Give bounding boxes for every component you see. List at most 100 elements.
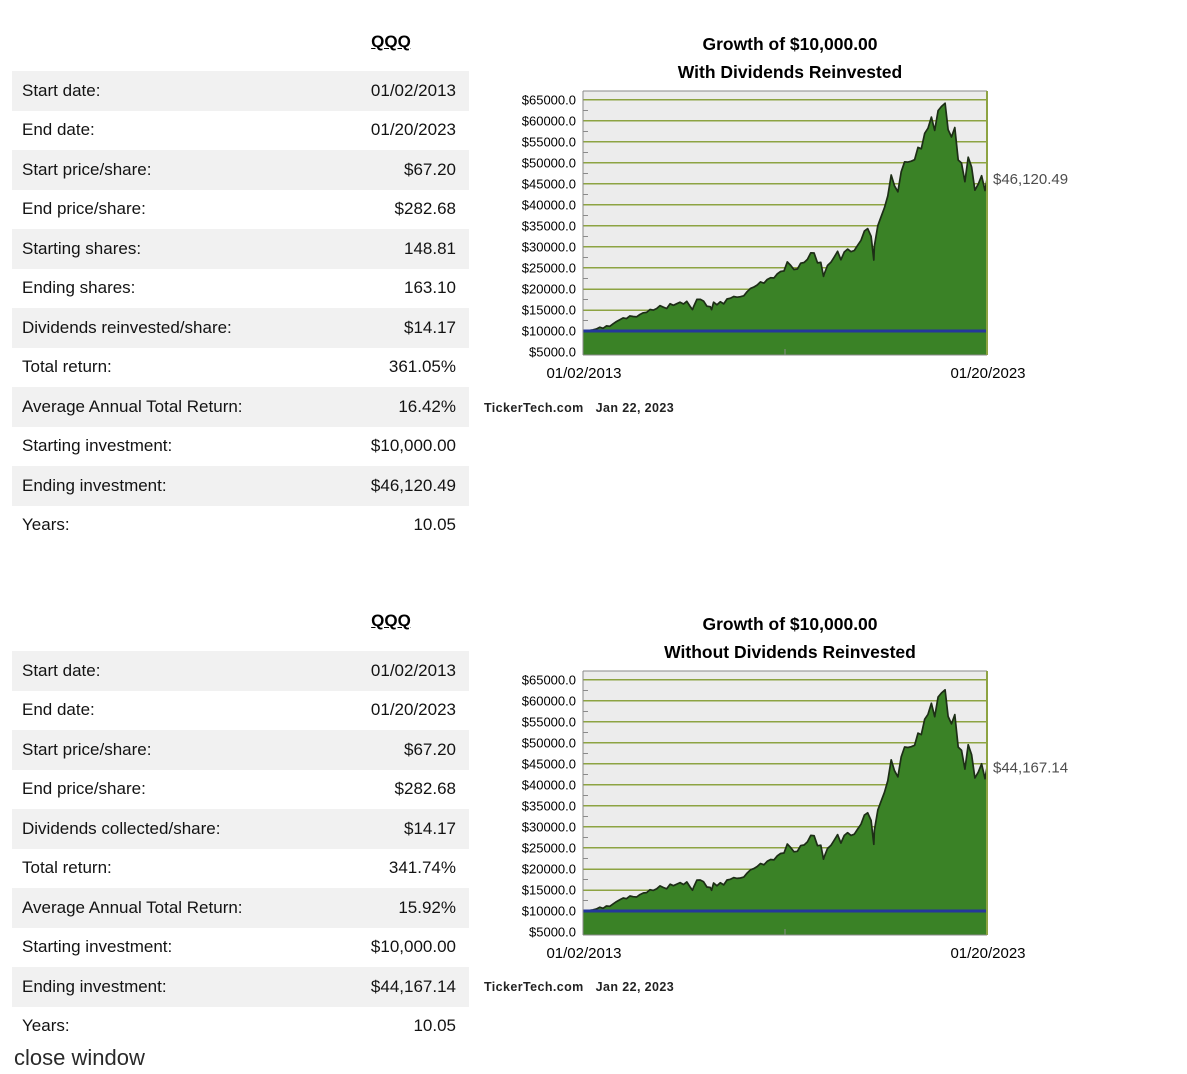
svg-text:$40000.0: $40000.0 [522,777,576,792]
plot-border [582,90,988,356]
row-value: 01/02/2013 [370,80,456,100]
svg-text:$15000.0: $15000.0 [522,303,576,318]
chart1-source: TickerTech.com [484,401,584,415]
chart1-subtitle: With Dividends Reinvested [677,62,903,82]
row-value: $14.17 [404,818,456,838]
table-row: Average Annual Total Return: 15.92% [12,888,469,928]
row-label: End date: [22,700,95,720]
row-value: 361.05% [388,357,456,377]
svg-text:01/02/2013: 01/02/2013 [546,365,621,382]
stats-table-without-dividends: Start date: 01/02/2013 End date: 01/20/2023… [12,651,469,1046]
row-value: $46,120.49 [370,475,456,495]
growth-chart-with-dividends: $65000.0 $60000.0 $55000.0 $50000.0 $45000.0… [522,90,1068,382]
row-label: End date: [22,120,95,140]
table-row: End date: 01/20/2023 [12,691,469,731]
svg-text:$30000.0: $30000.0 [522,819,576,834]
row-label: Ending investment: [22,976,167,996]
row-value: $10,000.00 [370,436,456,456]
chart2-source-line: TickerTech.com Jan 22, 2023 [484,980,674,994]
row-label: Years: [22,1016,70,1036]
svg-text:$65000.0: $65000.0 [522,672,576,687]
svg-text:$60000.0: $60000.0 [522,693,576,708]
ticker-link-qqq-2[interactable]: QQQ [371,611,411,630]
row-value: 01/20/2023 [370,700,456,720]
row-value: $67.20 [404,159,456,179]
row-value: $282.68 [394,779,456,799]
close-window-link[interactable]: close window [14,1045,145,1070]
table-row: Start date: 01/02/2013 [12,651,469,691]
ending-value-annotation: $44,167.14 [993,759,1068,776]
row-value: $14.17 [404,317,456,337]
svg-text:$20000.0: $20000.0 [522,282,576,297]
row-value: 15.92% [398,897,456,917]
svg-text:$50000.0: $50000.0 [522,735,576,750]
growth-line [582,102,988,332]
svg-text:01/20/2023: 01/20/2023 [950,945,1025,962]
row-value: 01/02/2013 [370,660,456,680]
table-row: Start date: 01/02/2013 [12,71,469,111]
svg-text:$60000.0: $60000.0 [522,113,576,128]
svg-text:$40000.0: $40000.0 [522,197,576,212]
svg-text:$25000.0: $25000.0 [522,840,576,855]
table-row: Ending shares: 163.10 [12,269,469,309]
row-label: Start price/share: [22,159,152,179]
table-row: Starting shares: 148.81 [12,229,469,269]
svg-text:$55000.0: $55000.0 [522,134,576,149]
row-value: 10.05 [413,1016,456,1036]
chart1-as-of-date: Jan 22, 2023 [595,401,675,415]
chart2-subtitle: Without Dividends Reinvested [664,642,916,662]
table-row: Ending investment: $44,167.14 [12,967,469,1007]
row-label: Years: [22,515,70,535]
x-axis-labels: 01/02/2013 01/20/2023 [546,945,1025,962]
chart1-title: Growth of $10,000.00 [702,34,878,54]
table-row: Start price/share: $67.20 [12,730,469,770]
growth-area [583,103,987,355]
svg-text:$45000.0: $45000.0 [522,176,576,191]
row-value: $44,167.14 [370,976,456,996]
row-label: Total return: [22,357,112,377]
svg-text:$50000.0: $50000.0 [522,155,576,170]
table-row: Ending investment: $46,120.49 [12,466,469,506]
table-row: Start price/share: $67.20 [12,150,469,190]
row-value: 341.74% [388,858,456,878]
row-label: Starting shares: [22,238,142,258]
svg-text:$10000.0: $10000.0 [522,324,576,339]
svg-text:$35000.0: $35000.0 [522,798,576,813]
table-row: Total return: 341.74% [12,849,469,889]
table-row: End price/share: $282.68 [12,770,469,810]
svg-text:$35000.0: $35000.0 [522,218,576,233]
growth-line [582,688,988,912]
row-label: Dividends reinvested/share: [22,317,232,337]
row-value: 163.10 [404,278,456,298]
row-value: $10,000.00 [370,937,456,957]
chart1-title-block: Growth of $10,000.00 With Dividends Rein… [480,30,1100,86]
table-row: Total return: 361.05% [12,348,469,388]
svg-text:$45000.0: $45000.0 [522,756,576,771]
ending-value-annotation: $46,120.49 [993,171,1068,188]
stats-table-with-dividends: Start date: 01/02/2013 End date: 01/20/2023… [12,71,469,545]
x-axis-labels: 01/02/2013 01/20/2023 [546,365,1025,382]
svg-text:$5000.0: $5000.0 [529,345,576,360]
chart2-as-of-date: Jan 22, 2023 [595,980,675,994]
row-label: Starting investment: [22,436,173,456]
growth-chart-without-dividends: $65000.0 $60000.0 $55000.0 $50000.0 $45000.0… [522,670,1068,962]
row-label: Dividends collected/share: [22,818,221,838]
growth-area [583,689,987,935]
table-row: Starting investment: $10,000.00 [12,427,469,467]
plot-border [582,670,988,936]
row-label: Start date: [22,660,101,680]
ticker-link-qqq-1[interactable]: QQQ [371,32,411,51]
chart2-source: TickerTech.com [484,980,584,994]
svg-text:$20000.0: $20000.0 [522,862,576,877]
y-axis-labels: $65000.0 $60000.0 $55000.0 $50000.0 $45000.0… [522,92,576,359]
table-row: Starting investment: $10,000.00 [12,928,469,968]
y-axis-labels: $65000.0 $60000.0 $55000.0 $50000.0 $45000.0… [522,672,576,939]
row-label: End price/share: [22,779,146,799]
table-row: Dividends reinvested/share: $14.17 [12,308,469,348]
row-value: 01/20/2023 [370,120,456,140]
row-label: Average Annual Total Return: [22,396,243,416]
chart1-source-line: TickerTech.com Jan 22, 2023 [484,401,674,415]
svg-text:$55000.0: $55000.0 [522,714,576,729]
row-label: Average Annual Total Return: [22,897,243,917]
table-row: Average Annual Total Return: 16.42% [12,387,469,427]
